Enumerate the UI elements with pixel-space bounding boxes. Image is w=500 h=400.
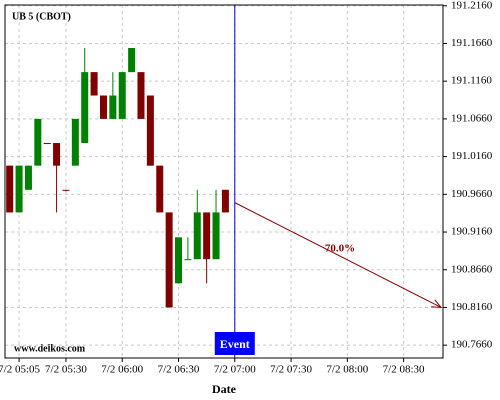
x-tick-label: 7/2 07:00 <box>214 364 256 376</box>
x-tick-label: 7/2 07:30 <box>270 364 312 376</box>
candle-body <box>24 165 32 190</box>
y-tick-label: 190.8660 <box>451 263 493 275</box>
candle-body <box>175 237 183 284</box>
candle-body <box>184 259 192 261</box>
x-tick-label: 7/2 05:05 <box>0 364 40 376</box>
y-tick-label: 190.8160 <box>451 301 493 313</box>
candle-body <box>62 189 70 191</box>
x-tick-label: 7/2 08:30 <box>383 364 425 376</box>
candle-body <box>53 143 61 166</box>
y-tick-label: 190.9160 <box>451 226 493 238</box>
event-label: Event <box>220 337 250 351</box>
forecast-arrow <box>234 202 442 308</box>
y-tick-label: 190.7660 <box>451 339 493 351</box>
x-axis-label: Date <box>212 382 237 396</box>
candle-body <box>146 95 154 166</box>
candle-body <box>165 212 173 308</box>
candle-body <box>137 72 145 119</box>
candle-body <box>15 165 23 213</box>
arrow-label: 70.0% <box>325 243 355 255</box>
y-tick-label: 190.9660 <box>451 188 493 200</box>
candle-body <box>221 189 229 213</box>
x-tick-label: 7/2 06:00 <box>101 364 143 376</box>
x-tick-label: 7/2 08:00 <box>326 364 368 376</box>
candle-body <box>193 212 201 260</box>
candle-body <box>43 143 51 145</box>
candle-body <box>34 118 42 166</box>
candle-body <box>81 72 89 144</box>
candle-body <box>118 72 126 119</box>
candle-body <box>128 47 136 73</box>
candle-body <box>109 95 117 119</box>
y-tick-label: 191.1160 <box>451 75 492 87</box>
candle-body <box>212 212 220 260</box>
candle-body <box>71 118 79 166</box>
y-tick-label: 191.0160 <box>451 150 493 162</box>
candle-body <box>90 72 98 96</box>
candle-body <box>99 95 107 119</box>
candle-body <box>203 212 211 260</box>
x-tick-label: 7/2 05:30 <box>45 364 87 376</box>
x-tick-label: 7/2 06:30 <box>158 364 200 376</box>
y-tick-label: 191.0660 <box>451 112 493 124</box>
candle-body <box>6 165 14 213</box>
y-tick-label: 191.1660 <box>451 37 493 49</box>
source: www.delkos.com <box>14 343 86 354</box>
candle-body <box>156 165 164 213</box>
plot-frame <box>4 4 444 359</box>
chart-title: UB 5 (CBOT) <box>12 11 71 22</box>
y-tick-label: 191.2160 <box>451 0 493 11</box>
event-box <box>214 332 255 355</box>
arrow-head <box>431 299 443 309</box>
